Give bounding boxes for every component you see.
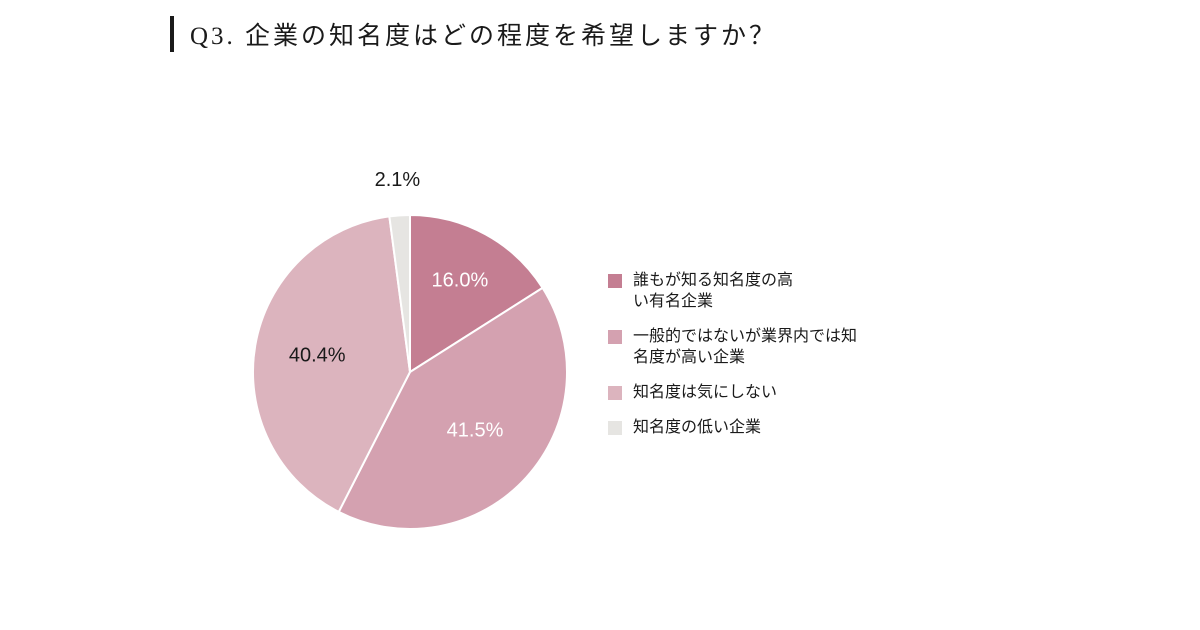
pie-slice-0 — [409, 214, 544, 373]
chart-title-block: Q3. 企業の知名度はどの程度を希望しますか？ — [170, 16, 777, 52]
legend-swatch — [608, 274, 622, 288]
legend: 誰もが知る知名度の高 い有名企業一般的ではないが業界内では知 名度が高い企業知名度は… — [608, 270, 857, 438]
pie-slice-2 — [251, 215, 411, 513]
legend-label: 一般的ではないが業界内では知 名度が高い企業 — [633, 328, 858, 366]
pie-slice-label-0: 16.0% — [432, 269, 489, 291]
chart-title: Q3. 企業の知名度はどの程度を希望しますか？ — [190, 23, 778, 50]
legend-item-1: 一般的ではないが業界内では知 名度が高い企業 — [608, 326, 857, 368]
legend-label: 知名度は気にしない — [633, 384, 778, 401]
pie-slice-1 — [337, 286, 568, 530]
legend-swatch — [608, 386, 622, 400]
legend-item-2: 知名度は気にしない — [608, 382, 857, 403]
pie-slice-label-3: 2.1% — [375, 169, 421, 191]
pie-slice-3 — [388, 213, 411, 373]
title-accent-bar — [170, 16, 174, 52]
legend-item-3: 知名度の低い企業 — [608, 417, 857, 438]
legend-label: 知名度の低い企業 — [633, 419, 762, 436]
legend-label: 誰もが知る知名度の高 い有名企業 — [633, 272, 794, 310]
legend-swatch — [608, 330, 622, 344]
legend-swatch — [608, 421, 622, 435]
legend-item-0: 誰もが知る知名度の高 い有名企業 — [608, 270, 857, 312]
pie-slice-label-1: 41.5% — [447, 419, 504, 441]
pie-slice-label-2: 40.4% — [289, 344, 346, 366]
